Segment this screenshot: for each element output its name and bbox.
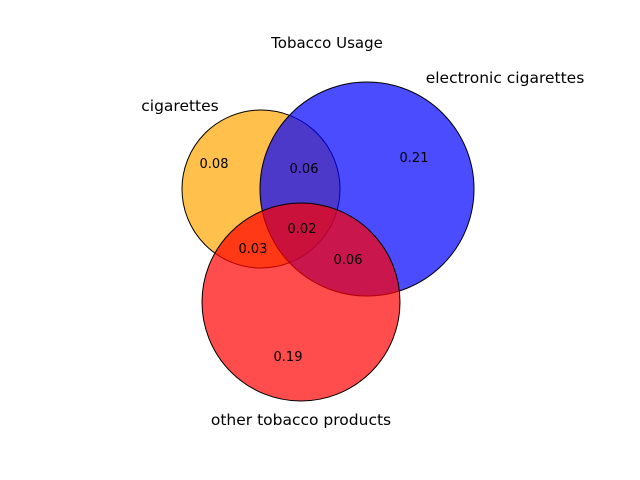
venn-circles [181, 81, 475, 402]
region-label-cigarettes-electronic: 0.06 [290, 162, 319, 177]
region-label-cigarettes-other: 0.03 [239, 242, 268, 257]
region-label-electronic-other: 0.06 [334, 253, 363, 268]
region-label-electronic-only: 0.21 [400, 151, 429, 166]
set-label-electronic-cigarettes: electronic cigarettes [426, 69, 585, 87]
circle-other-tobacco-products [201, 202, 401, 402]
set-labels: cigarettes electronic cigarettes other t… [141, 69, 584, 429]
set-label-cigarettes: cigarettes [141, 97, 219, 115]
region-label-cigarettes-only: 0.08 [200, 157, 229, 172]
region-label-other-only: 0.19 [274, 350, 303, 365]
chart-title: Tobacco Usage [270, 34, 383, 52]
region-label-all-three: 0.02 [288, 222, 317, 237]
set-label-other-tobacco-products: other tobacco products [211, 411, 391, 429]
region-labels: 0.08 0.21 0.19 0.06 0.03 0.06 0.02 [200, 151, 429, 365]
